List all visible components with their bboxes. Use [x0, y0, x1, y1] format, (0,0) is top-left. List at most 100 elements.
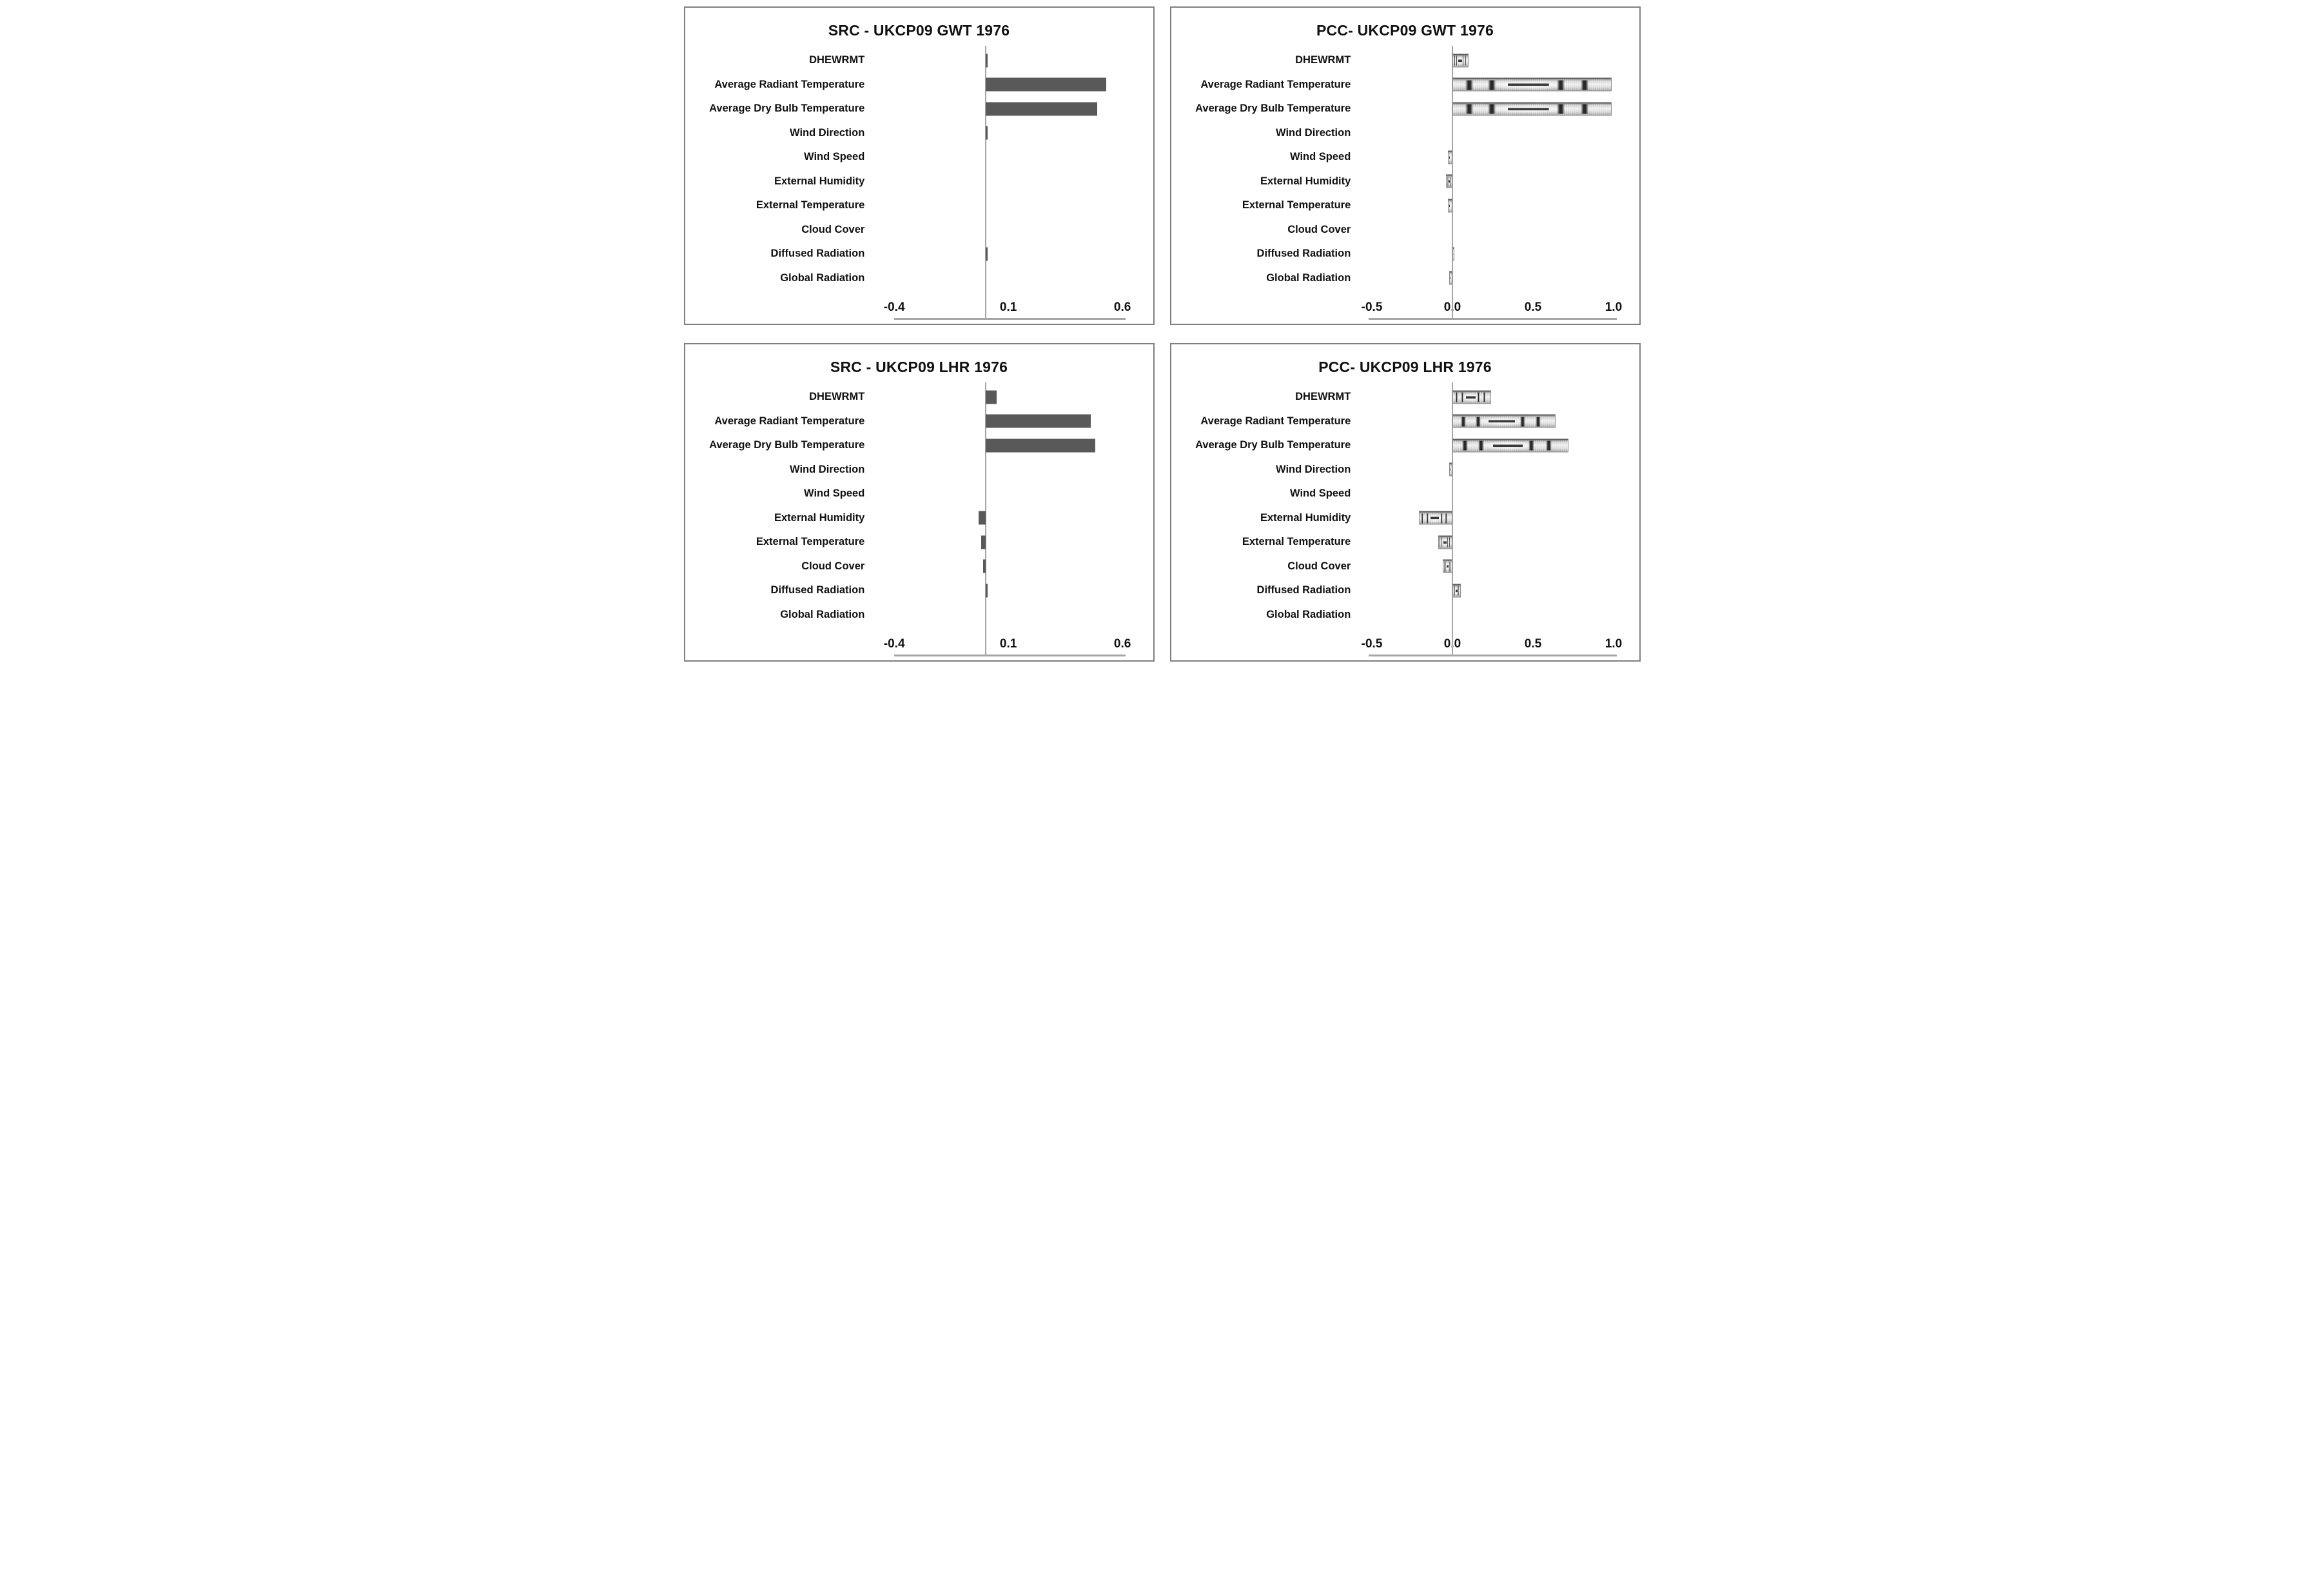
x-tick-label: 1.0 — [1605, 637, 1623, 651]
chart-row: DHEWRMT — [1179, 385, 1632, 409]
chart-row: Diffused Radiation — [693, 578, 1146, 603]
chart-row: DHEWRMT — [1179, 48, 1632, 73]
textured-bar — [1447, 199, 1453, 213]
category-label: DHEWRMT — [809, 54, 865, 66]
solid-bar — [985, 247, 988, 261]
category-label: External Humidity — [774, 175, 865, 187]
textured-bar — [1446, 174, 1453, 188]
chart-panel-src-gwt-1976: SRC - UKCP09 GWT 1976 DHEWRMT Average Rad… — [683, 6, 1155, 325]
textured-bar — [1449, 271, 1453, 285]
plot-cell — [874, 409, 1145, 434]
plot-cell — [1360, 603, 1631, 627]
textured-bar — [1438, 535, 1453, 549]
plot-cell — [1360, 242, 1631, 266]
plot-cell — [874, 193, 1145, 218]
chart-row: Diffused Radiation — [693, 242, 1146, 266]
plot-cell — [1360, 145, 1631, 170]
x-tick-label: 0.1 — [999, 300, 1017, 314]
chart-row: External Humidity — [1179, 170, 1632, 194]
chart-row: Diffused Radiation — [1179, 578, 1632, 603]
category-label: External Temperature — [756, 199, 865, 212]
chart-row: Cloud Cover — [693, 218, 1146, 242]
chart-panel-pcc-gwt-1976: PCC- UKCP09 GWT 1976 DHEWRMT Average Radi… — [1169, 6, 1641, 325]
category-label: Average Radiant Temperature — [714, 78, 865, 90]
chart-row: Wind Speed — [693, 482, 1146, 506]
solid-bar — [985, 77, 1107, 92]
bar-rows: DHEWRMT Average Radiant Temperature Averag… — [693, 385, 1146, 627]
solid-bar — [985, 390, 997, 404]
solid-bar — [981, 535, 986, 549]
chart-row: Diffused Radiation — [1179, 242, 1632, 266]
chart-row: Average Dry Bulb Temperature — [693, 433, 1146, 458]
category-label: Average Dry Bulb Temperature — [1195, 439, 1351, 451]
category-label: Average Radiant Temperature — [714, 415, 865, 427]
category-label: DHEWRMT — [1295, 391, 1351, 403]
category-label: Global Radiation — [1266, 271, 1351, 284]
x-tick-label: -0.5 — [1361, 300, 1383, 314]
category-label: Global Radiation — [1266, 608, 1351, 620]
plot-cell — [874, 73, 1145, 97]
chart-row: Global Radiation — [693, 266, 1146, 291]
plot-cell — [1360, 482, 1631, 506]
x-tick-label: 0.5 — [1524, 637, 1542, 651]
bar-rows: DHEWRMT Average Radiant Temperature Averag… — [693, 48, 1146, 290]
chart-row: Cloud Cover — [1179, 555, 1632, 579]
plot-cell — [874, 555, 1145, 579]
x-tick-label: 0.0 — [1443, 300, 1461, 314]
chart-row: Global Radiation — [693, 603, 1146, 627]
textured-bar — [1452, 414, 1556, 428]
category-label: Global Radiation — [780, 271, 865, 284]
plot-cell — [1360, 385, 1631, 409]
solid-bar — [985, 438, 1095, 453]
plot-cell — [1360, 73, 1631, 97]
plot-cell — [1360, 97, 1631, 121]
chart-row: Average Dry Bulb Temperature — [693, 97, 1146, 121]
category-label: Cloud Cover — [801, 560, 865, 572]
category-label: Wind Direction — [790, 126, 865, 139]
category-label: Average Radiant Temperature — [1200, 415, 1351, 427]
textured-bar — [1452, 102, 1612, 116]
chart-row: External Humidity — [1179, 506, 1632, 531]
plot-cell — [874, 266, 1145, 291]
solid-bar — [985, 102, 1098, 116]
solid-bar — [979, 511, 986, 525]
chart-title: SRC - UKCP09 GWT 1976 — [828, 22, 1010, 39]
textured-bar — [1452, 584, 1461, 598]
chart-row: Average Radiant Temperature — [693, 409, 1146, 434]
four-chart-figure: SRC - UKCP09 GWT 1976 DHEWRMT Average Rad… — [679, 0, 1646, 668]
plot-cell — [1360, 218, 1631, 242]
chart-row: Wind Direction — [693, 121, 1146, 146]
chart-row: Cloud Cover — [693, 555, 1146, 579]
chart-row: Wind Speed — [1179, 145, 1632, 170]
chart-row: Wind Speed — [1179, 482, 1632, 506]
solid-bar — [985, 54, 988, 68]
solid-bar — [983, 559, 986, 573]
category-label: Diffused Radiation — [770, 584, 865, 596]
chart-row: External Temperature — [693, 193, 1146, 218]
plot-cell — [1360, 266, 1631, 291]
textured-bar — [1447, 150, 1453, 164]
chart-row: Average Radiant Temperature — [1179, 73, 1632, 97]
bar-rows: DHEWRMT Average Radiant Temperature Averag… — [1179, 385, 1632, 627]
x-axis-tick-labels: -0.5 0.0 0.5 1.0 — [1360, 290, 1631, 320]
plot-cell — [874, 578, 1145, 603]
chart-title: SRC - UKCP09 LHR 1976 — [830, 359, 1008, 375]
bar-rows: DHEWRMT Average Radiant Temperature Averag… — [1179, 48, 1632, 290]
category-label: External Temperature — [1242, 199, 1351, 212]
plot-cell — [1360, 409, 1631, 434]
chart-row: Average Radiant Temperature — [693, 73, 1146, 97]
plot-cell — [874, 385, 1145, 409]
textured-bar — [1452, 77, 1612, 92]
category-label: Average Dry Bulb Temperature — [709, 103, 865, 115]
plot-cell — [874, 242, 1145, 266]
chart-row: Average Dry Bulb Temperature — [1179, 97, 1632, 121]
category-label: Cloud Cover — [1287, 223, 1351, 235]
x-axis-tick-labels: -0.4 0.1 0.6 — [874, 290, 1145, 320]
category-label: Global Radiation — [780, 608, 865, 620]
plot-cell — [874, 603, 1145, 627]
category-label: External Humidity — [1260, 175, 1351, 187]
category-label: External Humidity — [774, 511, 865, 524]
plot-cell — [1360, 458, 1631, 482]
chart-plot-area: DHEWRMT Average Radiant Temperature Averag… — [693, 46, 1146, 320]
chart-row: External Humidity — [693, 506, 1146, 531]
